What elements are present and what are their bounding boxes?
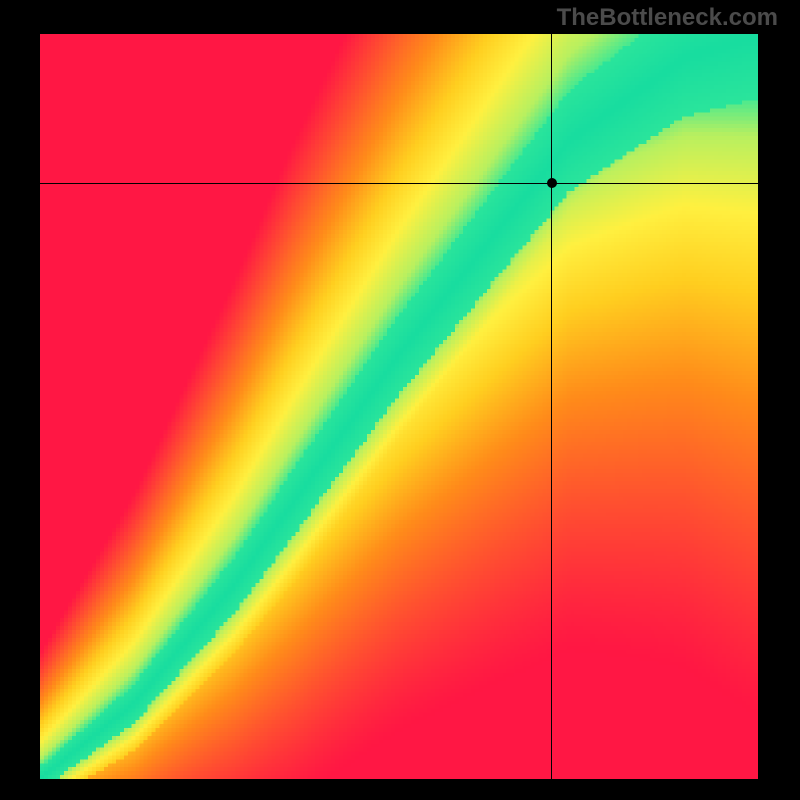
crosshair-vertical <box>551 34 552 779</box>
bottleneck-heatmap-canvas <box>40 34 758 779</box>
watermark-label: TheBottleneck.com <box>557 4 778 32</box>
chart-container: TheBottleneck.com <box>0 0 800 800</box>
crosshair-horizontal <box>40 183 758 184</box>
crosshair-marker-dot <box>547 178 557 188</box>
